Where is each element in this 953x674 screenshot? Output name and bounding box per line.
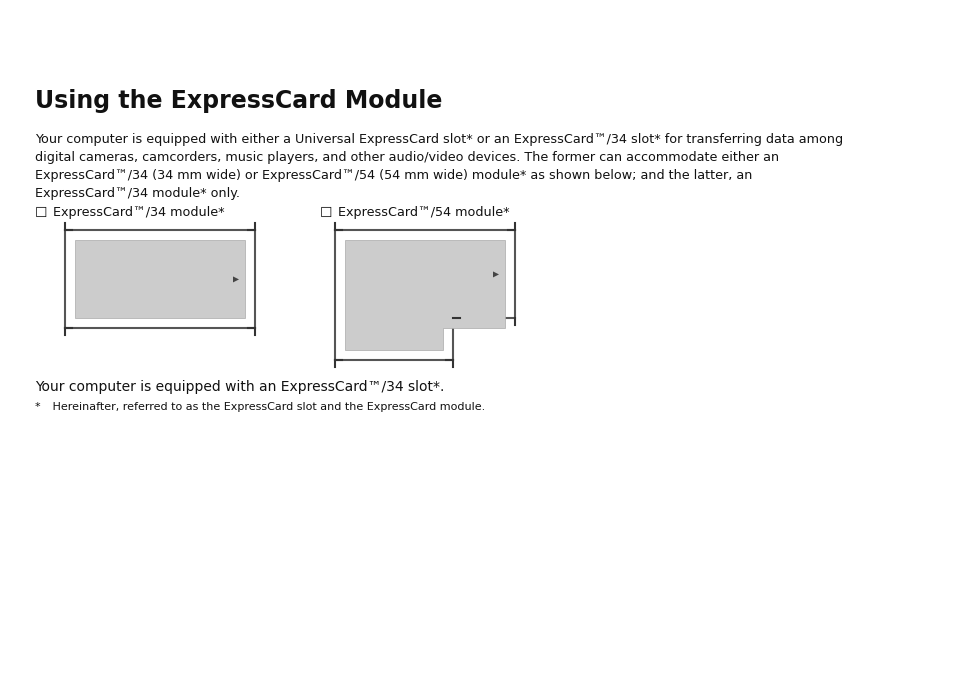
Text: ☐: ☐ [35, 206, 48, 220]
Text: ExpressCard™/34 module* only.: ExpressCard™/34 module* only. [35, 187, 240, 200]
Text: ◄: ◄ [903, 12, 911, 22]
Polygon shape [233, 276, 239, 282]
Text: ►: ► [929, 12, 937, 22]
Text: digital cameras, camcorders, music players, and other audio/video devices. The f: digital cameras, camcorders, music playe… [35, 150, 779, 164]
Bar [75, 241, 245, 318]
Text: ExpressCard™/34 (34 mm wide) or ExpressCard™/54 (54 mm wide) module* as shown be: ExpressCard™/34 (34 mm wide) or ExpressC… [35, 168, 752, 181]
Polygon shape [335, 231, 515, 361]
Text: VAIO: VAIO [17, 22, 77, 42]
Text: ExpressCard™/34 module*: ExpressCard™/34 module* [53, 206, 224, 219]
Text: Using Your VAIO Computer: Using Your VAIO Computer [780, 42, 926, 53]
Text: Your computer is equipped with either a Universal ExpressCard slot* or an Expres: Your computer is equipped with either a … [35, 133, 842, 146]
Bar [65, 231, 254, 328]
Text: ExpressCard™/54 module*: ExpressCard™/54 module* [337, 206, 509, 219]
Text: Hereinafter, referred to as the ExpressCard slot and the ExpressCard module.: Hereinafter, referred to as the ExpressC… [42, 402, 485, 412]
Text: *: * [35, 402, 41, 412]
Text: Using the ExpressCard Module: Using the ExpressCard Module [35, 88, 442, 113]
Text: 41: 41 [911, 11, 928, 24]
Text: Your computer is equipped with an ExpressCard™/34 slot*.: Your computer is equipped with an Expres… [35, 380, 444, 394]
Polygon shape [493, 272, 498, 278]
Text: ☐: ☐ [319, 206, 333, 220]
Polygon shape [345, 241, 504, 350]
